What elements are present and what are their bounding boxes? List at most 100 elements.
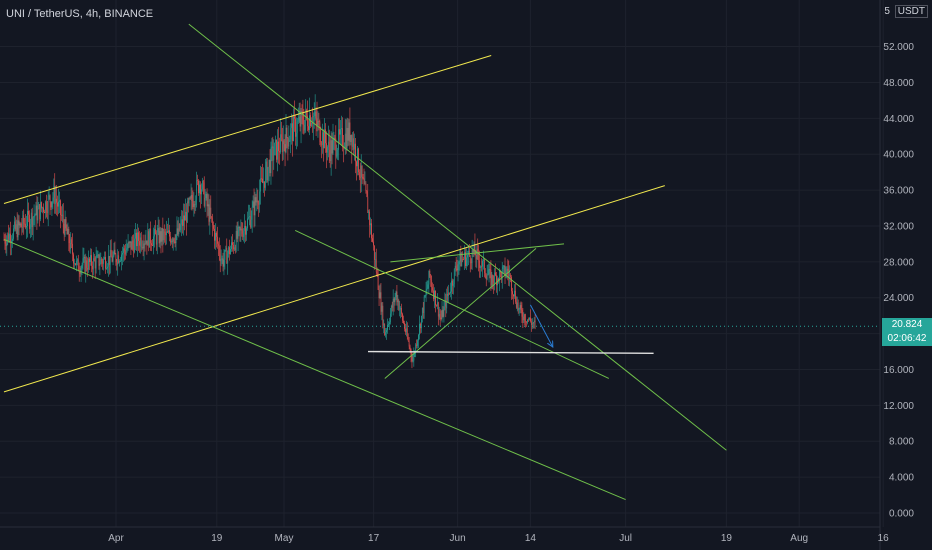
time-tick-label: 14 [525, 533, 537, 544]
candle-body [517, 302, 519, 310]
candle-body [297, 120, 299, 123]
candle-body [174, 241, 176, 244]
candle-body [72, 243, 73, 255]
green-trendline [384, 248, 537, 379]
candle-body [371, 223, 372, 239]
candle-body [198, 180, 199, 194]
candle-body [113, 249, 115, 256]
candle-body [465, 252, 466, 267]
candle-body [241, 228, 243, 234]
candle-body [29, 224, 31, 229]
candle-body [171, 240, 173, 243]
candle-body [202, 181, 204, 183]
candle-body [15, 224, 17, 230]
candle-body [418, 334, 419, 341]
candle-body [243, 230, 245, 238]
candle-body [336, 155, 338, 157]
candle-body [143, 243, 145, 249]
candle-body [47, 195, 49, 213]
candle-body [503, 265, 505, 267]
candle-body [5, 243, 7, 247]
candle-body [447, 294, 449, 296]
candle-body [247, 218, 248, 229]
yellow-trendline [3, 185, 665, 393]
candle-body [135, 232, 136, 239]
time-tick-label: Jun [450, 533, 466, 544]
candle-body [270, 147, 272, 174]
candle-body [172, 238, 174, 243]
candle-body [355, 143, 356, 162]
candle-body [321, 144, 323, 146]
candle-body [74, 263, 75, 265]
candle-body [470, 262, 472, 264]
time-tick-label: 19 [211, 533, 223, 544]
candle-body [261, 178, 262, 180]
price-tick-label: 40.000 [883, 150, 914, 161]
candle-body [228, 247, 230, 254]
candle-body [482, 260, 483, 267]
candle-body [450, 291, 451, 294]
candle-body [199, 184, 200, 194]
candle-body [521, 309, 523, 317]
candle-body [118, 255, 120, 263]
candle-body [76, 259, 78, 261]
candle-body [31, 212, 33, 228]
candle-body [233, 247, 235, 250]
candle-body [217, 236, 218, 244]
candle-body [283, 140, 285, 145]
candle-body [358, 148, 359, 173]
candle-body [21, 226, 23, 228]
candle-body [329, 149, 331, 161]
candle-body [50, 202, 52, 208]
candle-body [38, 204, 40, 209]
candle-body [476, 248, 478, 260]
candle-body [164, 231, 166, 233]
candle-body [96, 255, 98, 258]
candle-body [275, 139, 277, 144]
current-price-label: 20.824 02:06:42 [882, 318, 932, 347]
time-tick-label: May [275, 533, 294, 544]
candle-body [156, 232, 158, 245]
candle-body [266, 161, 268, 181]
candle-body [299, 116, 301, 127]
price-axis[interactable]: 52.000 48.000 44.000 40.000 36.000 32.000 28.0… [879, 0, 914, 550]
candle-body [438, 314, 440, 317]
candle-body [189, 198, 191, 199]
candle-body [206, 193, 208, 207]
candle-body [493, 281, 495, 284]
candle-body [201, 181, 203, 190]
price-scale-settings[interactable]: 5 USDT [880, 5, 928, 18]
candle-body [212, 218, 214, 226]
time-axis[interactable]: Apr 19 May 17 Jun 14 Jul 19 Aug 16 [0, 526, 889, 544]
candle-body [207, 204, 209, 207]
candle-body [518, 308, 520, 310]
candle-body [17, 220, 19, 238]
candle-body [20, 223, 22, 227]
candle-body [104, 257, 105, 259]
candle-body [513, 294, 514, 297]
candle-body [396, 291, 398, 303]
candle-body [437, 302, 439, 317]
candle-body [281, 137, 283, 153]
candle-body [255, 197, 257, 203]
candle-body [196, 179, 198, 200]
candle-body [485, 275, 487, 280]
candle-body [67, 229, 69, 235]
candle-body [236, 230, 238, 239]
chart-grid [0, 0, 884, 527]
candle-body [432, 287, 433, 291]
symbol-title[interactable]: UNI / TetherUS, 4h, BINANCE [6, 8, 154, 20]
candle-body [130, 241, 132, 250]
candle-body [152, 245, 153, 247]
candle-body [90, 255, 91, 262]
candle-body [334, 137, 336, 139]
candle-body [169, 230, 170, 237]
candle-body [479, 260, 480, 268]
candle-body [298, 116, 300, 121]
price-tick-label: 0.000 [889, 509, 914, 520]
candle-body [123, 248, 124, 253]
candle-body [98, 254, 100, 266]
candle-body [515, 290, 516, 302]
candle-body [129, 241, 131, 243]
